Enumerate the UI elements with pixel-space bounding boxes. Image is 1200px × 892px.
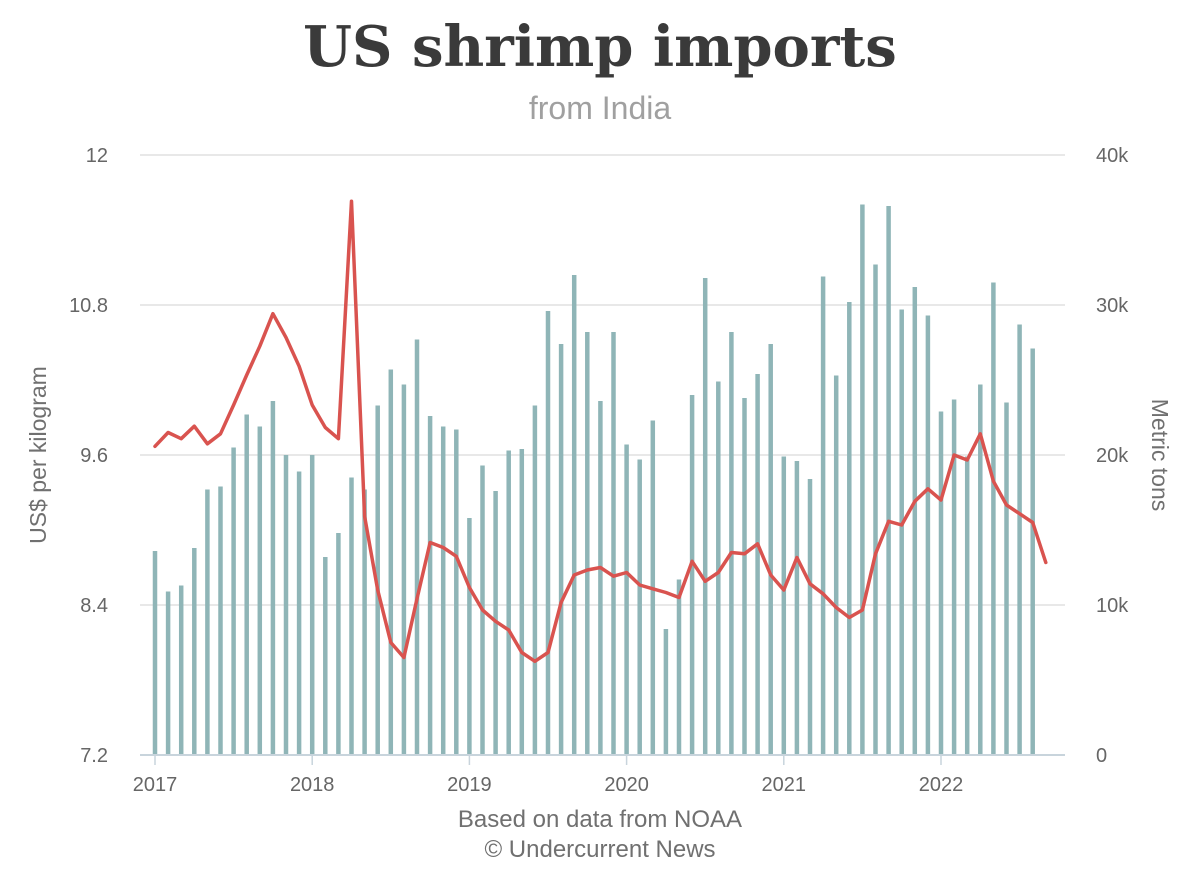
y-right-tick-label: 0 xyxy=(1096,745,1107,767)
x-axis-ticks: 2017 2018 2019 2020 2021 2022 xyxy=(133,755,964,796)
bar xyxy=(991,282,996,755)
y-axis-right-title: Metric tons xyxy=(1147,399,1173,511)
bar xyxy=(1017,324,1022,755)
y-axis-left-ticks: 7.2 8.4 9.6 10.8 12 xyxy=(69,145,108,767)
bar-series xyxy=(152,204,1035,755)
bar xyxy=(192,548,197,755)
y-right-tick-label: 40k xyxy=(1096,145,1129,167)
bar xyxy=(585,332,590,755)
bar xyxy=(296,471,302,755)
bar xyxy=(152,551,158,755)
bar xyxy=(873,264,878,755)
bar xyxy=(414,339,420,755)
bar xyxy=(755,374,760,755)
bar xyxy=(899,309,904,755)
bar xyxy=(729,332,734,755)
bar xyxy=(218,486,223,755)
bar xyxy=(336,533,341,755)
bar xyxy=(454,429,459,755)
y-right-tick-label: 30k xyxy=(1096,295,1129,317)
chart-subtitle: from India xyxy=(528,90,672,126)
bar xyxy=(309,455,315,755)
bar xyxy=(401,384,407,755)
bar xyxy=(611,332,616,755)
bar xyxy=(742,398,747,755)
bar xyxy=(427,416,433,755)
bar xyxy=(519,449,525,755)
bar xyxy=(205,489,210,755)
bar xyxy=(1030,348,1035,755)
x-tick-label: 2017 xyxy=(133,774,178,796)
bar xyxy=(964,456,970,755)
bar xyxy=(349,477,354,755)
y-left-tick-label: 9.6 xyxy=(80,445,108,467)
bar xyxy=(624,444,629,755)
bar xyxy=(912,287,918,755)
footer-source: Based on data from NOAA xyxy=(457,806,743,833)
bar xyxy=(794,461,800,755)
bar xyxy=(886,206,891,755)
bar xyxy=(270,401,276,755)
x-tick-label: 2021 xyxy=(762,774,807,796)
bar xyxy=(663,629,669,755)
y-left-tick-label: 7.2 xyxy=(80,745,108,767)
bar xyxy=(178,585,184,755)
bar xyxy=(925,315,931,755)
y-left-tick-label: 10.8 xyxy=(69,295,108,317)
bar xyxy=(820,276,826,755)
bar xyxy=(833,375,839,755)
bar xyxy=(716,381,721,755)
bar xyxy=(440,426,446,755)
y-axis-left-title: US$ per kilogram xyxy=(25,366,51,544)
bar xyxy=(807,479,813,755)
bar xyxy=(545,311,551,755)
bar xyxy=(467,518,472,755)
footer-credit: © Undercurrent News xyxy=(484,836,716,863)
x-tick-label: 2019 xyxy=(447,774,492,796)
chart-title: US shrimp imports xyxy=(303,14,897,80)
bar xyxy=(362,489,367,755)
bar xyxy=(558,344,564,755)
bar xyxy=(768,344,773,755)
bar xyxy=(847,302,852,755)
bar xyxy=(860,204,865,755)
y-left-tick-label: 8.4 xyxy=(80,595,108,617)
bar xyxy=(1004,402,1009,755)
bar xyxy=(951,399,957,755)
line-series xyxy=(153,199,1048,664)
bar xyxy=(244,414,249,755)
bar xyxy=(978,384,983,755)
x-tick-label: 2020 xyxy=(604,774,649,796)
y-right-tick-label: 10k xyxy=(1096,595,1129,617)
x-tick-label: 2018 xyxy=(290,774,335,796)
bar xyxy=(257,426,263,755)
bar xyxy=(637,459,642,755)
bar xyxy=(532,405,538,755)
x-tick-label: 2022 xyxy=(919,774,964,796)
y-axis-right-ticks: 0 10k 20k 30k 40k xyxy=(1096,145,1129,767)
bar xyxy=(506,450,511,755)
bar xyxy=(165,591,171,755)
bar xyxy=(231,447,236,755)
y-left-tick-label: 12 xyxy=(86,145,108,167)
y-right-tick-label: 20k xyxy=(1096,445,1129,467)
price-line xyxy=(153,199,1048,664)
bar xyxy=(571,275,577,755)
bar xyxy=(676,579,682,755)
bar xyxy=(689,395,695,755)
bar xyxy=(598,401,603,755)
bar xyxy=(781,456,787,755)
bar xyxy=(323,557,328,755)
bar xyxy=(702,278,708,755)
bar xyxy=(388,369,394,755)
bar xyxy=(283,455,289,755)
bar xyxy=(938,411,944,755)
